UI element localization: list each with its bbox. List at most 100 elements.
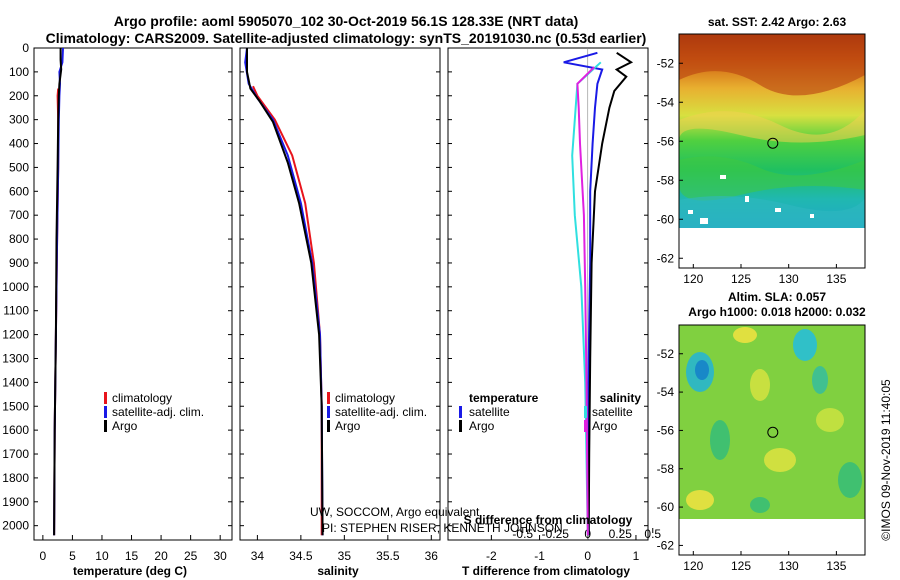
temperature-x-axis: 0 5 10 15 20 25 30 bbox=[40, 535, 227, 563]
x-tick-label: -2 bbox=[486, 549, 497, 563]
imos-timestamp: ©IMOS 09-Nov-2019 11:40:05 bbox=[879, 379, 893, 541]
figure-title-line2: Climatology: CARS2009. Satellite-adjuste… bbox=[46, 30, 647, 46]
legend-swatch-t-argo bbox=[459, 420, 462, 432]
x-tick-label: 36 bbox=[425, 549, 439, 563]
legend-swatch-satellite-adj bbox=[327, 406, 330, 418]
x-tick-label: 20 bbox=[154, 549, 168, 563]
difference-panel: -2 -1 0 1 -0.5 -0.25 0 0.25 0.5 T difference fr… bbox=[447, 47, 661, 578]
credit-line-2: PI: STEPHEN RISER, KENNETH JOHNSON bbox=[322, 521, 563, 535]
float-location-marker bbox=[767, 137, 779, 149]
y-tick-label: 1500 bbox=[2, 399, 29, 413]
difference-x-axis: -2 -1 0 1 bbox=[486, 48, 640, 563]
y-tick-label: 800 bbox=[9, 232, 29, 246]
legend-title-temperature: temperature bbox=[469, 391, 539, 405]
legend-label-argo: Argo bbox=[335, 419, 361, 433]
temperature-legend: climatology satellite-adj. clim. Argo bbox=[104, 391, 204, 433]
y-tick-label: 1900 bbox=[2, 495, 29, 509]
y-tick-label: 1800 bbox=[2, 471, 29, 485]
series-line-argo bbox=[53, 48, 63, 536]
sla-image bbox=[679, 325, 865, 519]
legend-label-t-argo: Argo bbox=[469, 419, 495, 433]
legend-swatch-argo bbox=[327, 420, 330, 432]
top-x-tick-label: 0.5 bbox=[644, 527, 661, 541]
top-x-tick-label: -0.5 bbox=[512, 527, 533, 541]
sla-lat-axis: -52 -54 -56 -58 -60 -62 bbox=[657, 347, 683, 552]
lat-tick-label: -62 bbox=[657, 538, 675, 552]
legend-label-t-satellite: satellite bbox=[469, 405, 510, 419]
legend-label-climatology: climatology bbox=[112, 391, 172, 405]
y-tick-label: 700 bbox=[9, 208, 29, 222]
y-tick-label: 1000 bbox=[2, 280, 29, 294]
y-tick-label: 100 bbox=[9, 65, 29, 79]
t-difference-x-label: T difference from climatology bbox=[462, 564, 630, 578]
difference-legend: temperature satellite Argo salinity sate… bbox=[459, 391, 641, 433]
lon-tick-label: 120 bbox=[683, 559, 703, 573]
legend-swatch-satellite-adj bbox=[104, 406, 107, 418]
salinity-series bbox=[244, 47, 324, 536]
difference-series bbox=[563, 51, 634, 536]
legend-label-s-argo: Argo bbox=[592, 419, 618, 433]
x-tick-label: 0 bbox=[40, 549, 47, 563]
y-tick-label: 500 bbox=[9, 160, 29, 174]
x-tick-label: 35 bbox=[338, 549, 352, 563]
lat-tick-label: -52 bbox=[657, 347, 675, 361]
x-tick-label: 30 bbox=[213, 549, 227, 563]
sst-lon-axis: 120 125 130 135 bbox=[683, 264, 847, 286]
sst-map-frame bbox=[678, 33, 866, 269]
y-tick-label: 1600 bbox=[2, 423, 29, 437]
series-line-argo bbox=[246, 48, 324, 536]
sst-lat-axis: -52 -54 -56 -58 -60 -62 bbox=[657, 56, 683, 265]
legend-label-satellite-adj: satellite-adj. clim. bbox=[335, 405, 427, 419]
salinity-panel: 34 34.5 35 35.5 36 salinity climatology sate… bbox=[239, 47, 563, 578]
figure-title-line1: Argo profile: aoml 5905070_102 30-Oct-20… bbox=[114, 13, 579, 29]
legend-swatch-s-argo bbox=[584, 420, 587, 432]
x-tick-label: 15 bbox=[125, 549, 139, 563]
x-tick-label: 25 bbox=[184, 549, 198, 563]
salinity-depth-ticks bbox=[240, 47, 440, 527]
sla-map-panel: Altim. SLA: 0.057 Argo h1000: 0.018 h200… bbox=[657, 290, 866, 573]
x-tick-label: 1 bbox=[633, 549, 640, 563]
sst-map-title: sat. SST: 2.42 Argo: 2.63 bbox=[708, 15, 847, 29]
y-tick-label: 400 bbox=[9, 137, 29, 151]
legend-swatch-t-satellite bbox=[459, 406, 462, 418]
legend-title-salinity: salinity bbox=[600, 391, 642, 405]
sla-map-subtitle: Argo h1000: 0.018 h2000: 0.032 bbox=[688, 305, 866, 319]
difference-depth-ticks bbox=[448, 47, 648, 527]
salinity-frame bbox=[239, 47, 441, 541]
credit-line-1: UW, SOCCOM, Argo equivalent bbox=[310, 505, 480, 519]
series-line-salinity-argo bbox=[576, 66, 596, 536]
lat-tick-label: -60 bbox=[657, 500, 675, 514]
legend-swatch-climatology bbox=[104, 392, 107, 404]
lat-tick-label: -62 bbox=[657, 251, 675, 265]
y-tick-label: 200 bbox=[9, 89, 29, 103]
legend-swatch-argo bbox=[104, 420, 107, 432]
y-tick-label: 1700 bbox=[2, 447, 29, 461]
lat-tick-label: -56 bbox=[657, 423, 675, 437]
y-tick-label: 1300 bbox=[2, 351, 29, 365]
lat-tick-label: -54 bbox=[657, 95, 675, 109]
lat-tick-label: -60 bbox=[657, 212, 675, 226]
legend-swatch-s-satellite bbox=[584, 406, 587, 418]
top-x-tick-label: 0.25 bbox=[609, 527, 633, 541]
lon-tick-label: 135 bbox=[826, 272, 846, 286]
legend-label-satellite-adj: satellite-adj. clim. bbox=[112, 405, 204, 419]
difference-frame bbox=[447, 47, 649, 541]
lat-tick-label: -54 bbox=[657, 385, 675, 399]
series-line-temperature-satellite bbox=[563, 51, 604, 536]
x-tick-label: 34 bbox=[251, 549, 265, 563]
y-tick-label: 600 bbox=[9, 184, 29, 198]
temperature-series bbox=[53, 47, 64, 536]
lon-tick-label: 130 bbox=[779, 559, 799, 573]
sla-map-frame bbox=[678, 324, 866, 556]
salinity-x-axis: 34 34.5 35 35.5 36 bbox=[251, 535, 439, 563]
lon-tick-label: 120 bbox=[683, 272, 703, 286]
x-tick-label: 35.5 bbox=[376, 549, 400, 563]
y-tick-label: 0 bbox=[22, 41, 29, 55]
sla-map-title: Altim. SLA: 0.057 bbox=[728, 290, 826, 304]
sla-lon-axis: 120 125 130 135 bbox=[683, 551, 847, 573]
legend-swatch-climatology bbox=[327, 392, 330, 404]
depth-axis: 0 100 200 300 400 500 600 700 800 900 1000 1100 1200… bbox=[2, 41, 232, 533]
sst-image bbox=[679, 34, 865, 228]
lon-tick-label: 135 bbox=[826, 559, 846, 573]
legend-label-climatology: climatology bbox=[335, 391, 395, 405]
